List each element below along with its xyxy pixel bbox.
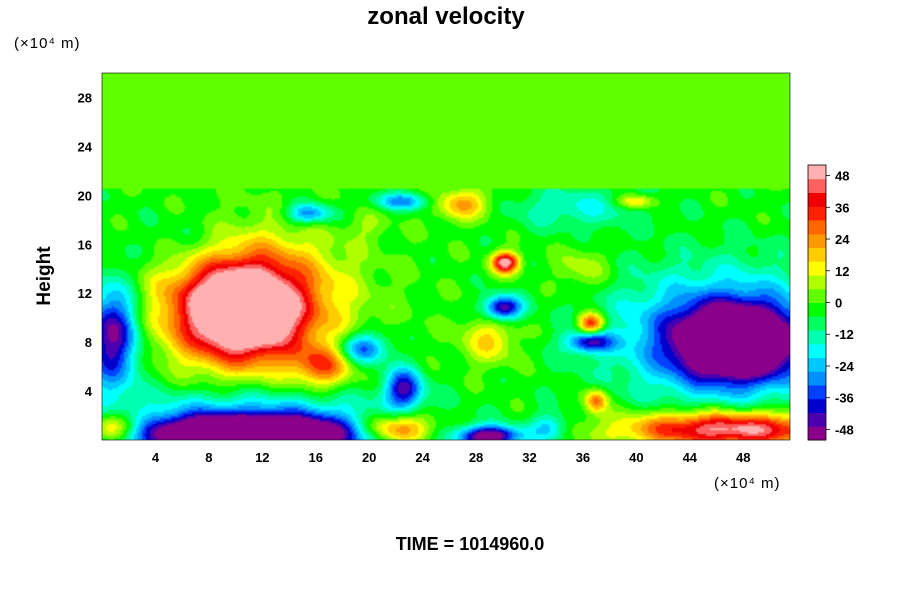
y-tick-label: 8 <box>85 335 92 350</box>
colorbar-swatch <box>808 385 826 400</box>
colorbar-tick-label: 36 <box>835 200 849 215</box>
y-tick-label: 28 <box>78 90 92 105</box>
colorbar-tick-label: -48 <box>835 422 854 437</box>
y-tick-labels: 4 8 12 16 20 24 28 <box>78 90 93 399</box>
colorbar-swatch <box>808 247 826 262</box>
x-tick-label: 4 <box>152 450 160 465</box>
colorbar-swatch <box>808 371 826 386</box>
colorbar-swatch <box>808 302 826 317</box>
colorbar-swatch <box>808 220 826 235</box>
colorbar-tick-label: -36 <box>835 391 854 406</box>
y-axis-label: Height <box>34 246 55 306</box>
x-unit-label: (×10⁴ m) <box>714 475 781 492</box>
x-tick-labels: 4 8 12 16 20 24 28 32 36 40 44 48 <box>152 450 751 465</box>
colorbar-swatch <box>808 275 826 290</box>
x-tick-label: 32 <box>522 450 536 465</box>
colorbar-swatch <box>808 233 826 248</box>
x-tick-label: 12 <box>255 450 269 465</box>
plot-frame <box>101 72 791 441</box>
x-tick-label: 24 <box>415 450 430 465</box>
plot-area <box>101 72 791 441</box>
colorbar-tick-label: 48 <box>835 169 849 184</box>
x-tick-label: 48 <box>736 450 750 465</box>
colorbar-swatch <box>808 330 826 345</box>
colorbar-tick-label: 24 <box>835 232 850 247</box>
y-tick-label: 16 <box>78 237 92 252</box>
y-tick-label: 4 <box>85 384 93 399</box>
x-tick-label: 28 <box>469 450 483 465</box>
colorbar-swatch <box>808 398 826 413</box>
x-tick-label: 36 <box>576 450 590 465</box>
colorbar-swatch <box>808 288 826 303</box>
colorbar-tick-label: 12 <box>835 264 849 279</box>
colorbar-swatch <box>808 192 826 207</box>
colorbar-swatch <box>808 261 826 276</box>
time-label: TIME = 1014960.0 <box>396 534 545 554</box>
colorbar-swatch <box>808 357 826 372</box>
y-tick-label: 20 <box>78 188 92 203</box>
y-unit-label: (×10⁴ m) <box>14 35 81 52</box>
colorbar-swatch <box>808 206 826 221</box>
colorbar-tick-label: -24 <box>835 359 855 374</box>
colorbar-tick-label: 0 <box>835 296 842 311</box>
x-tick-label: 16 <box>309 450 323 465</box>
y-tick-label: 24 <box>78 139 93 154</box>
colorbar-tick-label: -12 <box>835 327 854 342</box>
colorbar-swatch <box>808 426 826 441</box>
chart-title: zonal velocity <box>367 3 525 30</box>
colorbar-swatch <box>808 178 826 193</box>
y-tick-label: 12 <box>78 286 92 301</box>
colorbar-swatch <box>808 316 826 331</box>
colorbar-swatch <box>808 165 826 180</box>
colorbar-swatch <box>808 412 826 427</box>
x-tick-label: 40 <box>629 450 643 465</box>
x-tick-label: 8 <box>205 450 212 465</box>
colorbar: 48 36 24 12 0 -12 -24 -36 -48 <box>807 164 855 441</box>
heatmap-field <box>102 73 790 440</box>
x-tick-label: 44 <box>683 450 698 465</box>
x-tick-label: 20 <box>362 450 376 465</box>
colorbar-swatch <box>808 343 826 358</box>
